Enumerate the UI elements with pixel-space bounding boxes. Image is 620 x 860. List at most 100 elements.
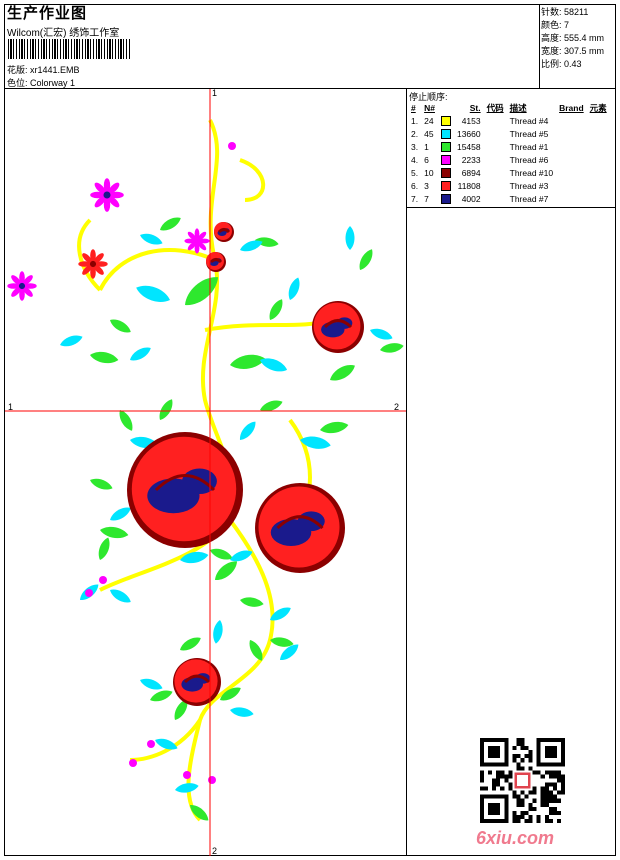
qr-module [544,814,549,819]
qr-module [552,806,557,811]
thread-row: 2. 45 13660 Thread #5 [408,127,610,140]
stats-divider [539,4,540,88]
qr-module [532,798,537,803]
flower-bud-petal [198,238,210,244]
qr-module [520,814,525,819]
qr-module [556,774,561,779]
qr-module [524,746,529,751]
flower-bud-center [194,238,200,244]
qr-module [528,758,533,763]
qr-module [524,810,529,815]
qr-module [548,794,553,799]
row-index: 7. [411,193,419,204]
qr-module [512,746,517,751]
leaf [130,347,151,361]
leaf [230,550,253,562]
row-swatch [438,140,454,153]
page-frame [4,4,616,856]
row-swatch [438,153,454,166]
small-bud [85,589,93,597]
qr-module [496,778,501,783]
row-needle: 1 [424,141,429,152]
color-swatch [440,167,451,178]
leaf [110,589,131,603]
qr-module [544,794,549,799]
row-index: 2. [411,128,419,139]
flower-magenta-petal [103,178,111,193]
qr-module [544,770,549,775]
leaf [100,526,129,539]
row-description: Thread #4 [509,115,549,126]
qr-module [512,754,517,759]
qr-module [512,814,517,819]
qr-module [556,778,561,783]
qr-module [548,798,553,803]
bud-red-fold [217,228,231,234]
leaf [60,335,83,347]
row-code [484,192,507,205]
qr-module [556,810,561,815]
leaf [90,351,119,364]
qr-module [532,786,537,791]
qr-module [520,742,525,747]
leaf [230,707,254,717]
flower-red-petal [78,261,91,267]
thread-row: 4. 6 2233 Thread #6 [408,153,610,166]
color-swatch [440,180,451,191]
flower-red-center [89,260,97,268]
stat-height: 高度: 555.4 mm [541,33,605,43]
flower-magenta-petal [90,191,105,199]
barcode [8,39,130,59]
qr-module [496,782,501,787]
row-code [484,114,507,127]
flower-magenta-petal [108,196,120,208]
qr-module [528,814,533,819]
qr-module [556,770,561,775]
small-bud [147,740,155,748]
flower-magenta-petal [94,196,106,208]
row-index: 4. [411,154,419,165]
row-description: Thread #5 [509,128,549,139]
leaf [300,436,331,449]
row-index: 5. [411,167,419,178]
qr-module [540,794,545,799]
thread-table: # N# St. 代码 描述 Brand 元素 1. 24 4153 Thread #… [408,101,610,205]
qr-module [496,770,501,775]
qr-module [492,786,497,791]
thread-row: 1. 24 4153 Thread #4 [408,114,610,127]
qr-module [540,802,545,807]
row-swatch [438,166,454,179]
leaf [119,410,133,431]
axis-label-left: 1 [8,402,14,412]
qr-module [520,810,525,815]
leaf [110,319,131,333]
row-description: Thread #1 [509,141,549,152]
thread-table-header: # N# St. 代码 描述 Brand 元素 [411,102,607,113]
qr-module [512,758,517,763]
leaf [270,637,294,647]
qr-module [560,778,565,783]
leaf [320,421,349,434]
flower-bud-petal [197,241,207,251]
flower-red-petal [82,265,92,275]
leaf [160,217,181,231]
embroidery-preview [5,89,406,856]
qr-module [552,794,557,799]
qr-module [552,810,557,815]
qr-module [544,790,549,795]
qr-module [488,770,493,775]
qr-module [524,754,529,759]
row-needle: 6 [424,154,429,165]
qr-module [548,810,553,815]
colorway: 色位: Colorway 1 [7,78,76,88]
leaf [240,240,263,252]
stem [239,158,266,202]
leaf [330,365,355,381]
qr-module [504,774,509,779]
qr-module [516,818,521,823]
row-description: Thread #6 [509,154,549,165]
qr-module [536,818,541,823]
qr-module [516,742,521,747]
flower-red-petal [90,249,96,262]
row-needle: 10 [424,167,434,178]
